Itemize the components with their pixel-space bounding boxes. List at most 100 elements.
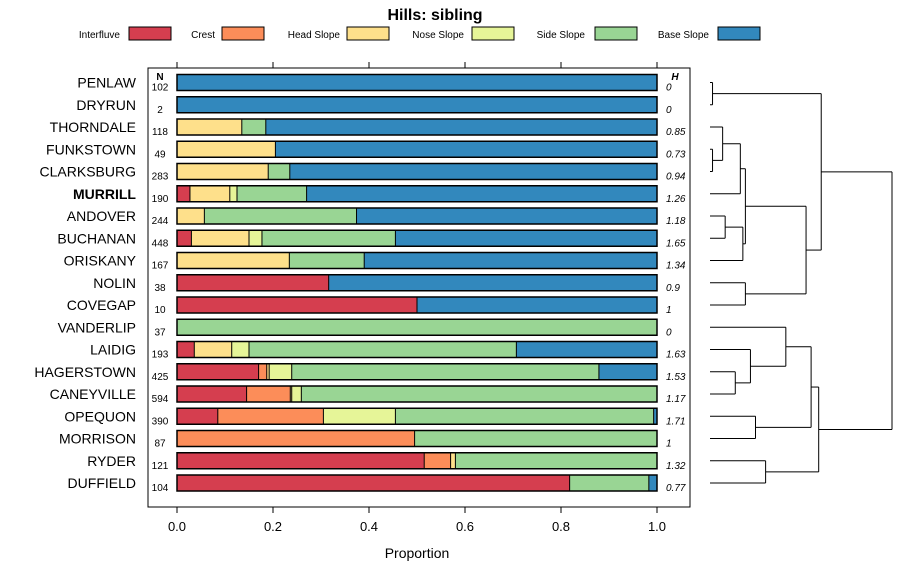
row-funkstown: FUNKSTOWN 49 0.73: [46, 140, 686, 160]
bar-outline-funkstown: [176, 140, 658, 158]
x-axis: 0.0 0.2 0.4 0.6 0.8 1.0: [168, 62, 666, 534]
n-value-laidig: 193: [152, 350, 169, 361]
row-hagerstown: HAGERSTOWN 425 1.53: [34, 363, 686, 383]
n-value-oriskany: 167: [152, 261, 169, 272]
x-tick-label: 0.0: [168, 519, 186, 534]
bar-segment-duffield-base-slope: [648, 475, 657, 491]
bar-segment-caneyville-nose-slope: [291, 386, 302, 402]
row-opequon: OPEQUON 390 1.71: [64, 407, 685, 427]
bar-outline-nolin: [176, 274, 658, 292]
n-column-header: N: [156, 72, 163, 83]
x-tick-label: 0.4: [360, 519, 378, 534]
bar-segment-nolin-base-slope: [328, 274, 657, 291]
h-value-murrill: 1.26: [666, 194, 686, 205]
bar-segment-andover-head-slope: [177, 208, 205, 224]
bar-segment-laidig-interfluve: [177, 341, 195, 358]
row-nolin: NOLIN 38 0.9: [93, 274, 680, 294]
row-caneyville: CANEYVILLE 594 1.17: [50, 385, 686, 405]
bar-segment-murrill-interfluve: [177, 185, 190, 202]
n-value-hagerstown: 425: [152, 372, 169, 383]
bar-segment-ryder-crest: [424, 452, 451, 469]
bar-segment-oriskany-base-slope: [364, 252, 657, 269]
bar-segment-clarksburg-side-slope: [268, 163, 290, 180]
row-label-dryrun: DRYRUN: [76, 97, 136, 113]
legend-swatch-interfluve: [128, 26, 172, 41]
h-value-andover: 1.18: [666, 216, 686, 227]
bar-outline-laidig: [176, 340, 658, 359]
h-value-oriskany: 1.34: [666, 261, 686, 272]
h-value-vanderlip: 0: [666, 327, 672, 338]
bar-segment-hagerstown-head-slope: [266, 363, 270, 380]
legend-swatch-crest: [221, 26, 265, 41]
bar-segment-opequon-interfluve: [177, 408, 218, 425]
bar-segment-opequon-crest: [217, 408, 324, 425]
row-clarksburg: CLARKSBURG 283 0.94: [40, 162, 686, 183]
row-label-clarksburg: CLARKSBURG: [40, 164, 136, 180]
n-value-penlaw: 102: [152, 83, 169, 94]
bar-segment-morrison-side-slope: [414, 430, 657, 447]
row-label-opequon: OPEQUON: [64, 408, 136, 424]
bar-segment-duffield-side-slope: [569, 475, 649, 491]
h-value-thorndale: 0.85: [666, 127, 686, 138]
bar-segment-caneyville-interfluve: [177, 386, 247, 402]
bar-segment-laidig-side-slope: [249, 341, 517, 358]
bar-segment-hagerstown-side-slope: [291, 363, 599, 380]
bar-segment-caneyville-crest: [246, 386, 291, 402]
bar-segment-ryder-side-slope: [455, 452, 657, 469]
legend: Interfluve Crest Head Slope Nose Slope Side …: [79, 26, 761, 41]
n-value-funkstown: 49: [154, 149, 166, 160]
bar-segment-opequon-side-slope: [395, 408, 654, 425]
legend-swatch-head-slope: [346, 26, 390, 41]
x-tick-label: 0.6: [456, 519, 474, 534]
bar-segment-andover-side-slope: [204, 208, 357, 224]
row-murrill: MURRILL 190 1.26: [73, 185, 686, 205]
bar-segment-opequon-nose-slope: [323, 408, 396, 425]
n-value-murrill: 190: [152, 194, 169, 205]
row-dryrun: DRYRUN 2 0: [76, 96, 672, 116]
row-vanderlip: VANDERLIP 37 0: [58, 318, 672, 338]
plot-panel: N H: [147, 67, 691, 508]
row-label-ryder: RYDER: [87, 453, 136, 469]
bar-segment-thorndale-side-slope: [241, 119, 266, 135]
n-value-duffield: 104: [152, 483, 169, 494]
row-penlaw: PENLAW 102 0: [77, 73, 672, 94]
row-label-oriskany: ORISKANY: [64, 253, 137, 269]
h-value-laidig: 1.63: [666, 350, 686, 361]
chart-title: Hills: sibling: [387, 7, 482, 24]
row-label-covegap: COVEGAP: [67, 297, 136, 313]
bar-outline-vanderlip: [176, 318, 658, 336]
bar-segment-oriskany-head-slope: [177, 252, 290, 269]
legend-swatch-base-slope: [717, 26, 761, 41]
n-value-covegap: 10: [154, 305, 166, 316]
h-value-ryder: 1.32: [666, 461, 686, 472]
bar-segment-laidig-nose-slope: [231, 341, 249, 358]
bar-outline-thorndale: [176, 118, 658, 136]
n-value-clarksburg: 283: [152, 172, 169, 183]
n-value-andover: 244: [152, 216, 169, 227]
bar-outline-ryder: [176, 452, 658, 470]
bar-segment-ryder-head-slope: [450, 452, 456, 469]
bar-segment-clarksburg-base-slope: [289, 163, 657, 180]
bar-outline-morrison: [176, 429, 658, 448]
h-value-covegap: 1: [666, 305, 672, 316]
legend-swatch-side-slope: [594, 26, 638, 41]
plot-frame: [147, 67, 691, 508]
legend-label-head-slope: Head Slope: [288, 30, 341, 41]
row-label-andover: ANDOVER: [67, 208, 136, 224]
bar-outline-dryrun: [176, 96, 658, 114]
bar-segment-murrill-base-slope: [306, 185, 657, 202]
row-label-funkstown: FUNKSTOWN: [46, 141, 136, 157]
row-oriskany: ORISKANY 167 1.34: [64, 251, 686, 272]
bar-outline-penlaw: [176, 73, 658, 92]
bar-segment-hagerstown-base-slope: [598, 363, 657, 380]
n-value-buchanan: 448: [152, 238, 169, 249]
row-andover: ANDOVER 244 1.18: [67, 207, 686, 227]
bar-segment-funkstown-head-slope: [177, 141, 276, 158]
bar-outline-murrill: [176, 185, 658, 203]
h-value-hagerstown: 1.53: [666, 372, 686, 383]
n-value-ryder: 121: [152, 461, 169, 472]
h-value-clarksburg: 0.94: [666, 172, 686, 183]
row-morrison: MORRISON 87 1: [59, 429, 672, 450]
row-label-hagerstown: HAGERSTOWN: [34, 364, 136, 380]
